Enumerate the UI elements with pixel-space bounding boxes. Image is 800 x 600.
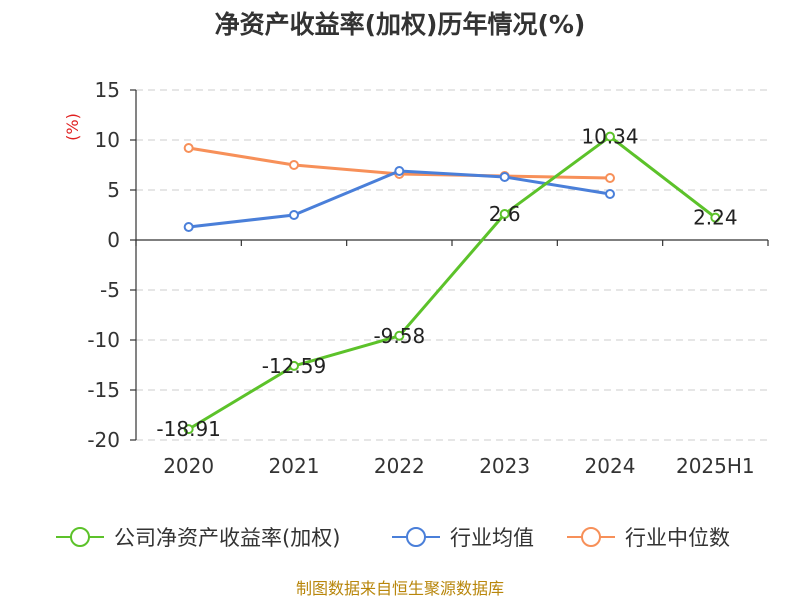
y-tick-label: -15 bbox=[87, 378, 120, 402]
x-tick-label: 2021 bbox=[269, 454, 320, 478]
data-label: 2.6 bbox=[489, 202, 521, 226]
data-point bbox=[605, 131, 615, 142]
legend: 公司净资产收益率(加权) 行业均值 行业中位数 bbox=[56, 526, 730, 550]
data-point bbox=[710, 212, 721, 223]
data-labels: -18.91 -12.59 -9.58 2.6 10.34 2.24 bbox=[156, 125, 737, 442]
legend-marker bbox=[581, 527, 601, 547]
y-tick-label: 0 bbox=[107, 228, 120, 252]
y-tick-label: 15 bbox=[95, 78, 120, 102]
y-tick-label: 10 bbox=[95, 128, 120, 152]
data-point bbox=[605, 173, 615, 183]
data-point bbox=[499, 172, 510, 182]
series-line bbox=[188, 169, 611, 229]
x-tick-label: 2025H1 bbox=[676, 454, 755, 478]
x-tick-label: 2022 bbox=[374, 454, 425, 478]
legend-marker bbox=[70, 527, 90, 547]
y-axis-unit-label: (%) bbox=[63, 113, 82, 141]
legend-label: 公司净资产收益率(加权) bbox=[114, 526, 340, 550]
data-point bbox=[605, 189, 615, 199]
data-label: -12.59 bbox=[262, 354, 326, 378]
series-line bbox=[187, 135, 717, 431]
data-point bbox=[289, 160, 299, 170]
y-tick-label: -20 bbox=[87, 428, 120, 452]
chart-title: 净资产收益率(加权)历年情况(%) bbox=[215, 10, 586, 39]
data-point bbox=[499, 209, 510, 219]
y-tick-label: -5 bbox=[100, 278, 120, 302]
data-label: -18.91 bbox=[156, 417, 220, 441]
data-point bbox=[183, 222, 194, 232]
y-tick-label: 5 bbox=[107, 178, 120, 202]
data-point bbox=[394, 330, 405, 341]
data-point bbox=[289, 210, 299, 220]
x-tick-label: 2020 bbox=[163, 454, 214, 478]
x-tick-label: 2023 bbox=[479, 454, 530, 478]
data-point bbox=[394, 166, 405, 176]
data-label: -9.58 bbox=[373, 324, 425, 348]
series-lines bbox=[183, 131, 721, 435]
x-tick-label: 2024 bbox=[585, 454, 636, 478]
data-label: 10.34 bbox=[581, 125, 638, 149]
legend-marker bbox=[406, 527, 426, 547]
gridlines bbox=[136, 89, 768, 441]
axes: 15 10 5 0 -5 -10 -15 -20 2020 2021 2022 2023 2024 202… bbox=[87, 78, 769, 478]
data-point bbox=[183, 143, 194, 153]
data-point bbox=[183, 424, 194, 435]
legend-label: 行业均值 bbox=[450, 526, 534, 550]
data-point bbox=[289, 360, 299, 371]
data-label: 2.24 bbox=[693, 206, 738, 230]
source-note: 制图数据来自恒生聚源数据库 bbox=[296, 579, 504, 598]
legend-label: 行业中位数 bbox=[625, 526, 730, 550]
y-tick-label: -10 bbox=[87, 328, 120, 352]
